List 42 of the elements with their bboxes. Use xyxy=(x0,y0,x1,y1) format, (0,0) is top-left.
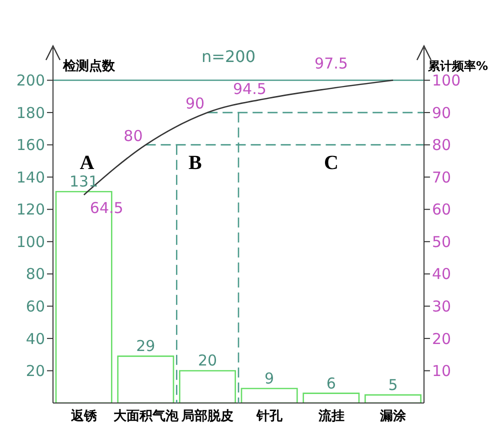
annotation: A xyxy=(80,152,95,174)
y2-tick-label: 80 xyxy=(432,136,452,154)
annotation: C xyxy=(324,152,338,174)
data-label: 94.5 xyxy=(233,80,266,98)
y2-tick-label: 20 xyxy=(432,330,452,348)
y-tick-label: 40 xyxy=(26,330,45,348)
data-label: 9 xyxy=(264,369,274,388)
data-label: 80 xyxy=(124,126,143,145)
annotation: B xyxy=(188,152,202,174)
y2-tick-label: 60 xyxy=(432,200,452,219)
data-label: 20 xyxy=(198,352,218,370)
x-tick-label: 返锈 xyxy=(70,408,98,424)
x-tick-label: 大面积气泡 xyxy=(113,409,180,424)
data-label: 90 xyxy=(185,94,205,113)
y-axis-title: 检测点数 xyxy=(62,58,116,74)
y2-tick-label: 50 xyxy=(432,232,452,251)
y-tick-label: 20 xyxy=(26,362,45,380)
y2-tick-label: 70 xyxy=(432,168,452,186)
y-tick-label: 80 xyxy=(26,265,45,284)
y2-axis-title: 累计频率% xyxy=(426,59,488,73)
y2-tick-label: 90 xyxy=(432,104,452,122)
data-label: 5 xyxy=(388,376,398,394)
y2-tick-label: 10 xyxy=(432,362,452,380)
data-label: 6 xyxy=(326,374,336,392)
y-tick-label: 180 xyxy=(16,104,45,122)
y-tick-label: 120 xyxy=(16,200,45,219)
x-tick-label: 针孔 xyxy=(255,409,284,424)
y-tick-label: 200 xyxy=(16,72,45,90)
chart-title: n=200 xyxy=(201,47,256,66)
y2-tick-label: 100 xyxy=(432,72,461,90)
data-label: 131 xyxy=(70,172,98,191)
x-tick-label: 流挂 xyxy=(317,408,344,424)
y-tick-label: 60 xyxy=(26,298,45,316)
y2-tick-label: 30 xyxy=(432,298,452,316)
x-tick-label: 局部脱皮 xyxy=(180,408,234,424)
y-tick-label: 100 xyxy=(16,232,45,251)
data-label: 97.5 xyxy=(314,54,348,72)
x-tick-label: 漏涂 xyxy=(379,409,408,424)
y2-tick-label: 40 xyxy=(432,265,452,284)
y-tick-label: 140 xyxy=(16,168,45,186)
data-label: 29 xyxy=(136,337,156,356)
y-tick-label: 160 xyxy=(16,136,45,154)
